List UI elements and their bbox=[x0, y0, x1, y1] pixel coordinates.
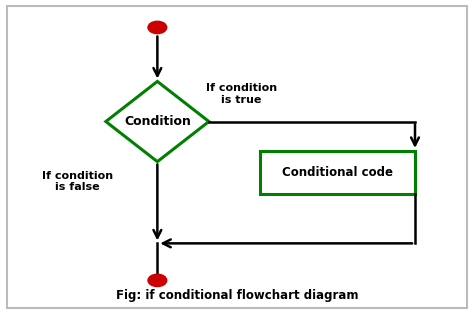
Text: Conditional code: Conditional code bbox=[282, 166, 393, 179]
Text: If condition
is true: If condition is true bbox=[206, 83, 277, 105]
FancyBboxPatch shape bbox=[260, 151, 415, 194]
Text: Fig: if conditional flowchart diagram: Fig: if conditional flowchart diagram bbox=[116, 289, 358, 302]
Text: Condition: Condition bbox=[124, 115, 191, 128]
Circle shape bbox=[148, 274, 167, 287]
Text: If condition
is false: If condition is false bbox=[42, 171, 113, 192]
Polygon shape bbox=[106, 81, 209, 162]
Circle shape bbox=[148, 21, 167, 34]
